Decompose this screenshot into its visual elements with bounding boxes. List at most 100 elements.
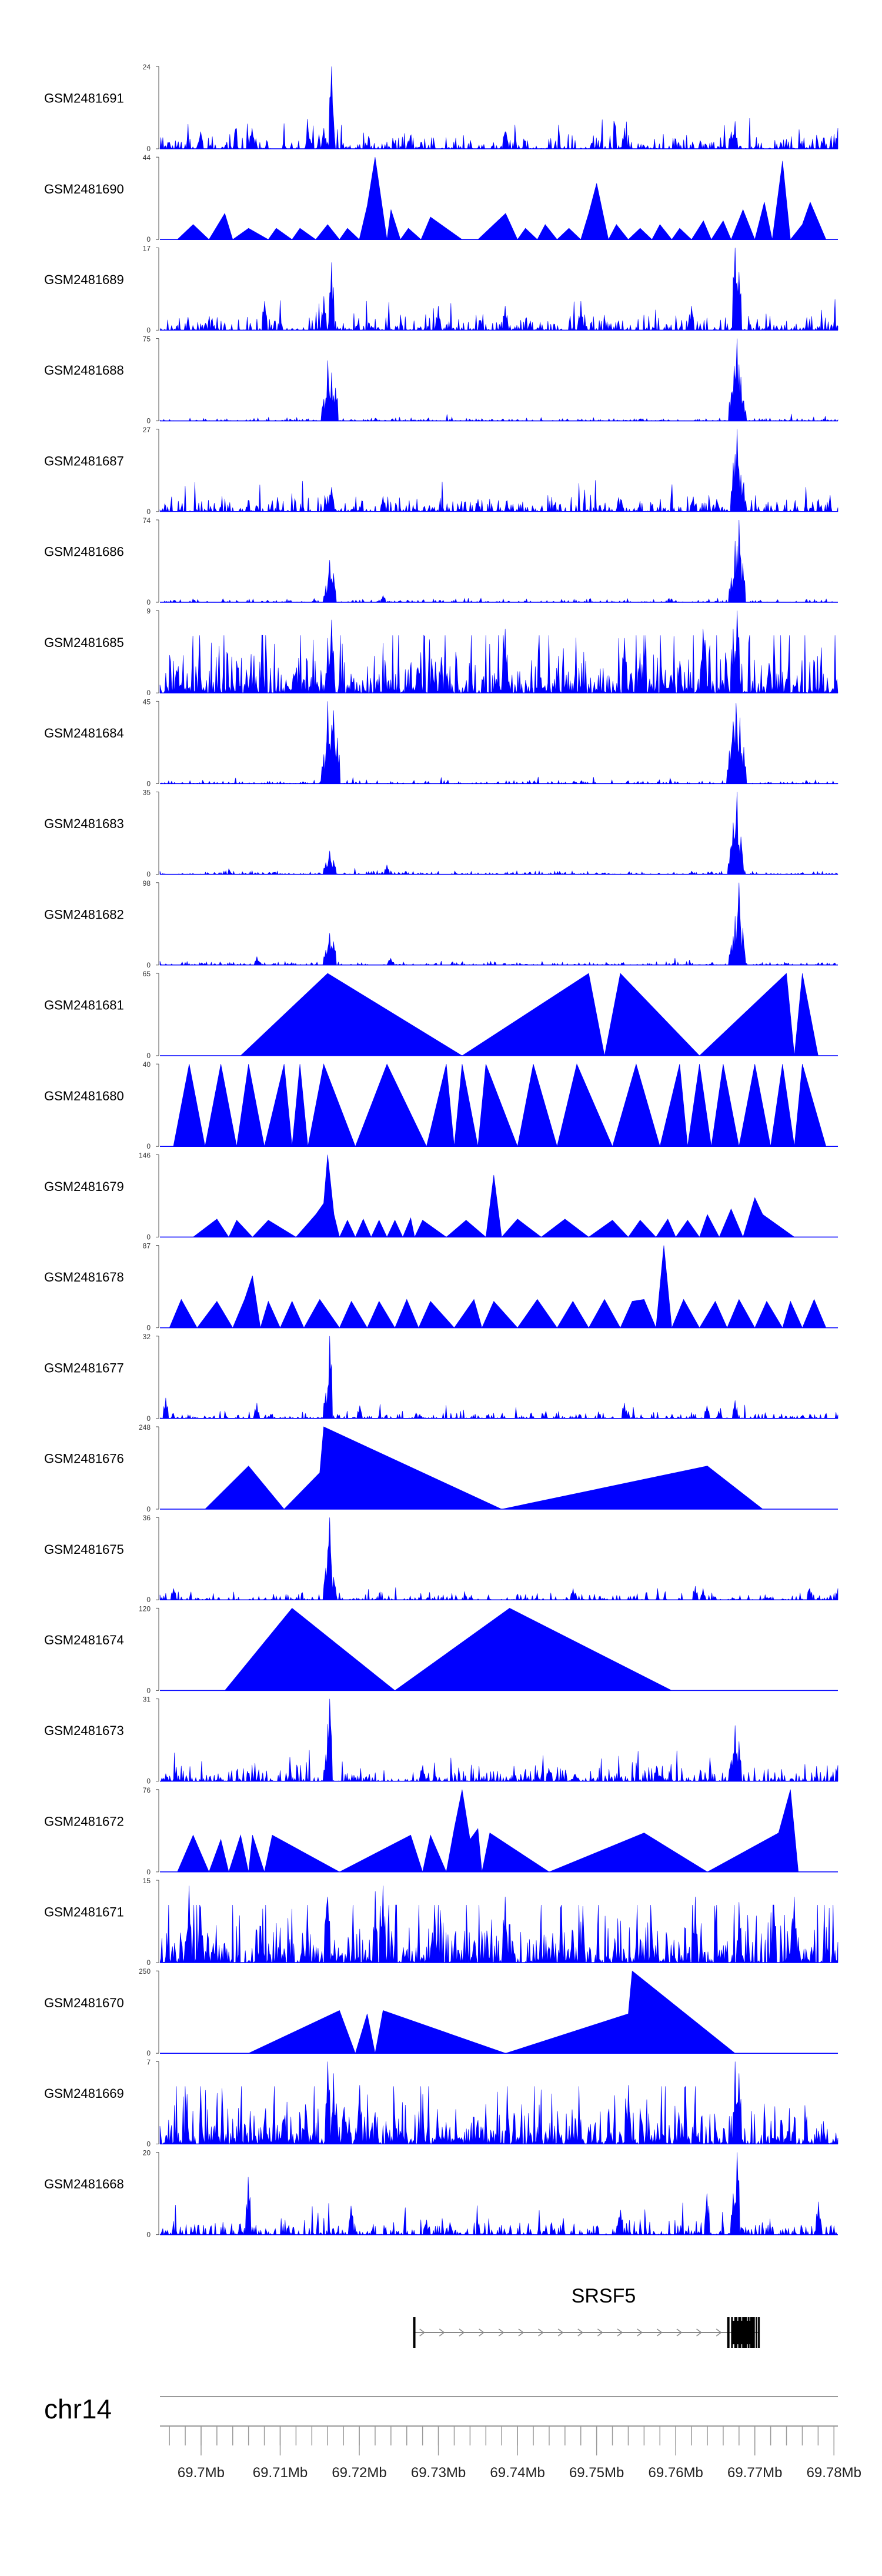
strand-arrow	[617, 2328, 623, 2337]
track-GSM2481690: GSM2481690 44 0	[44, 154, 838, 243]
y-tick-label-zero: 0	[146, 417, 151, 425]
track-GSM2481674: GSM2481674 120 0	[44, 1604, 838, 1694]
track-GSM2481672: GSM2481672 76 0	[44, 1786, 838, 1876]
y-tick-label-max: 45	[143, 698, 151, 706]
signal-area	[160, 519, 838, 603]
y-tick-label-max: 65	[143, 970, 151, 978]
coding-block	[733, 2321, 754, 2344]
y-tick-label-zero: 0	[146, 2140, 151, 2148]
track-GSM2481675: GSM2481675 36 0	[44, 1514, 838, 1604]
y-tick-label-max: 15	[143, 1877, 151, 1885]
exon	[756, 2317, 758, 2348]
y-tick-label-zero: 0	[146, 779, 151, 788]
y-tick-label-zero: 0	[146, 145, 151, 153]
y-tick-label-zero: 0	[146, 2049, 151, 2057]
track-GSM2481677: GSM2481677 32 0	[44, 1333, 838, 1423]
strand-arrow	[716, 2328, 722, 2337]
track-GSM2481687: GSM2481687 27 0	[44, 426, 838, 516]
signal-area	[159, 1886, 838, 1964]
track-GSM2481691: GSM2481691 24 0	[44, 63, 838, 153]
track-GSM2481683: GSM2481683 35 0	[44, 789, 838, 879]
track-GSM2481669: GSM2481669 7 0	[44, 2058, 838, 2148]
track-label: GSM2481687	[44, 453, 124, 468]
signal-area	[159, 1517, 838, 1601]
strand-arrow	[656, 2328, 663, 2337]
track-GSM2481679: GSM2481679 146 0	[44, 1151, 838, 1241]
track-label: GSM2481688	[44, 363, 124, 378]
track-label: GSM2481672	[44, 1814, 124, 1828]
strand-arrow	[577, 2328, 583, 2337]
track-label: GSM2481690	[44, 182, 124, 196]
y-tick-label-zero: 0	[146, 1868, 151, 1876]
signal-area	[204, 1426, 764, 1510]
track-GSM2481673: GSM2481673 31 0	[44, 1696, 838, 1786]
y-tick-label-zero: 0	[146, 961, 151, 969]
axis-tick-label: 69.74Mb	[490, 2465, 544, 2481]
signal-area	[159, 610, 838, 694]
track-GSM2481676: GSM2481676 248 0	[44, 1423, 838, 1513]
strand-arrow	[637, 2328, 643, 2337]
y-tick-label-max: 32	[143, 1333, 151, 1341]
signal-tracks: GSM2481691240GSM2481690440GSM2481689170G…	[44, 63, 838, 2239]
y-tick-label-zero: 0	[146, 598, 151, 606]
y-tick-label-max: 24	[143, 63, 151, 71]
y-tick-label-zero: 0	[146, 1505, 151, 1513]
track-label: GSM2481671	[44, 1905, 124, 1920]
signal-area	[169, 1245, 827, 1329]
y-tick-label-max: 9	[146, 607, 151, 615]
track-label: GSM2481680	[44, 1089, 124, 1103]
signal-area	[159, 1336, 838, 1419]
y-tick-label-max: 98	[143, 879, 151, 887]
signal-area	[224, 1607, 672, 1691]
exon	[731, 2317, 733, 2348]
y-tick-label-zero: 0	[146, 1052, 151, 1060]
signal-area	[159, 248, 838, 331]
signal-area	[159, 66, 838, 150]
exon	[413, 2317, 416, 2348]
y-tick-label-max: 76	[143, 1786, 151, 1794]
y-tick-label-zero: 0	[146, 1142, 151, 1150]
y-tick-label-zero: 0	[146, 1233, 151, 1241]
track-GSM2481668: GSM2481668 20 0	[44, 2149, 838, 2239]
axis-tick-label: 69.71Mb	[253, 2465, 308, 2481]
y-tick-label-zero: 0	[146, 326, 151, 334]
exon	[758, 2317, 760, 2348]
y-tick-label-zero: 0	[146, 1324, 151, 1332]
y-tick-label-max: 248	[139, 1423, 151, 1432]
signal-area	[173, 1063, 827, 1147]
track-label: GSM2481674	[44, 1633, 124, 1647]
axis-tick-label: 69.72Mb	[332, 2465, 386, 2481]
signal-area	[159, 338, 838, 422]
signal-area	[160, 701, 838, 785]
track-label: GSM2481677	[44, 1360, 124, 1375]
exon	[727, 2317, 730, 2348]
strand-arrow	[597, 2328, 603, 2337]
axis-tick-label: 69.73Mb	[411, 2465, 466, 2481]
signal-area	[159, 882, 838, 966]
track-label: GSM2481685	[44, 635, 124, 650]
track-label: GSM2481689	[44, 272, 124, 287]
y-tick-label-max: 120	[139, 1604, 151, 1613]
y-tick-label-zero: 0	[146, 870, 151, 879]
signal-area	[176, 157, 827, 241]
track-GSM2481688: GSM2481688 75 0	[44, 335, 838, 425]
gene-annotation-track: SRSF5	[413, 2285, 760, 2348]
axis-tick-label: 69.77Mb	[727, 2465, 782, 2481]
y-tick-label-max: 27	[143, 426, 151, 434]
y-tick-label-max: 74	[143, 516, 151, 525]
genome-axis-track: chr14 69.7Mb 69.71Mb 69.72Mb 69.73Mb 69.74Mb 6…	[44, 2394, 861, 2481]
y-tick-label-zero: 0	[146, 1596, 151, 1604]
y-tick-label-max: 250	[139, 1967, 151, 1976]
y-tick-label-max: 20	[143, 2149, 151, 2157]
chromosome-label: chr14	[44, 2394, 112, 2424]
axis-tick-label: 69.7Mb	[178, 2465, 225, 2481]
y-tick-label-max: 7	[146, 2058, 151, 2066]
strand-arrow	[498, 2328, 505, 2337]
strand-arrow	[518, 2328, 524, 2337]
signal-area	[192, 1154, 795, 1238]
signal-area	[177, 1789, 799, 1873]
y-tick-label-zero: 0	[146, 1414, 151, 1423]
track-GSM2481682: GSM2481682 98 0	[44, 879, 838, 969]
strand-arrow	[479, 2328, 485, 2337]
